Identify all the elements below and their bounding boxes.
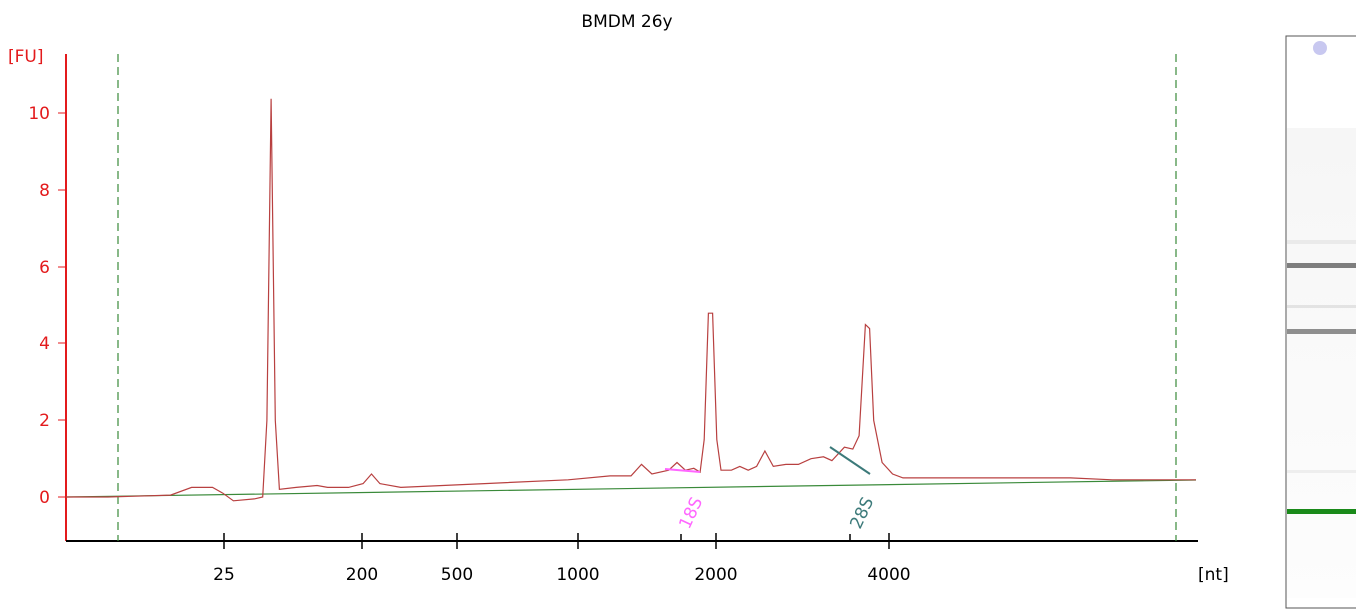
y-tick-label: 2 [39, 411, 50, 431]
x-tick-label: 500 [441, 565, 473, 585]
gel-band-18s [1287, 329, 1356, 334]
baseline-line [65, 479, 1197, 498]
gel-band-28s [1287, 263, 1356, 268]
x-tick-label: 2000 [694, 565, 737, 585]
peak-18s-baseline [664, 468, 701, 473]
chart-title: BMDM 26y [581, 12, 672, 32]
peak-28s-label: 28S [846, 494, 878, 532]
x-tick-label: 4000 [867, 565, 910, 585]
y-tick-label: 10 [28, 104, 50, 124]
y-tick-label: 0 [39, 488, 50, 508]
y-ticks: 0 2 4 6 8 10 [28, 104, 66, 508]
x-axis-label: [nt] [1198, 565, 1229, 585]
gel-marker-band [1287, 509, 1356, 514]
x-tick-label: 1000 [556, 565, 599, 585]
y-tick-label: 4 [39, 334, 50, 354]
y-tick-label: 8 [39, 181, 50, 201]
peak-18s-label: 18S [675, 494, 707, 532]
x-tick-label: 25 [213, 565, 235, 585]
gel-faint-band [1287, 305, 1356, 308]
gel-lane-background [1287, 128, 1356, 598]
gel-faint-band [1287, 240, 1356, 244]
x-ticks: 25 200 500 1000 2000 4000 [213, 533, 911, 585]
electropherogram-trace [66, 98, 1196, 502]
gel-faint-band [1287, 470, 1356, 473]
gel-loading-dot [1313, 41, 1327, 55]
peak-28s-baseline [829, 446, 871, 475]
y-tick-label: 6 [39, 258, 50, 278]
y-axis-label: [FU] [8, 47, 44, 67]
gel-lane-image [1285, 35, 1356, 609]
x-tick-label: 200 [346, 565, 378, 585]
